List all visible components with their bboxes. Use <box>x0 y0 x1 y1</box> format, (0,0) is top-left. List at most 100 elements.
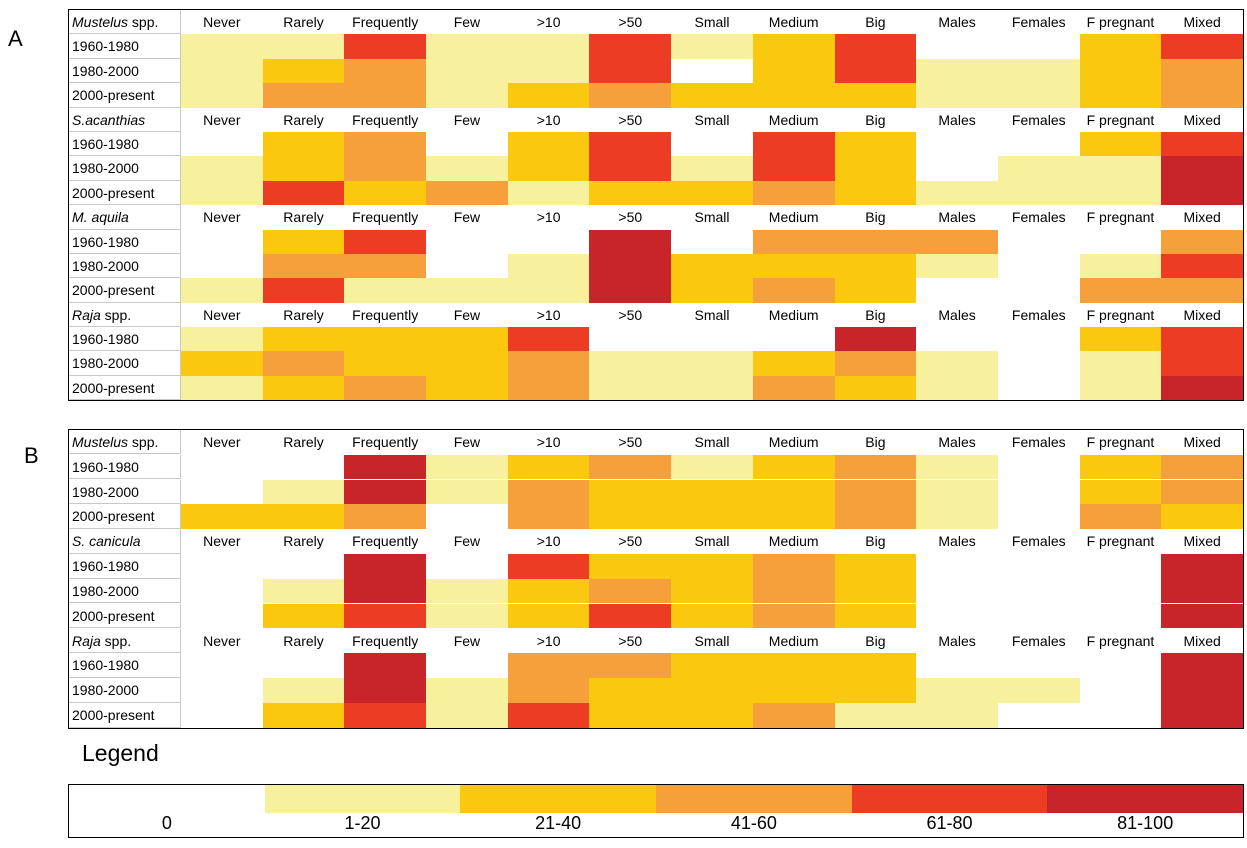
heatmap-cell <box>916 454 998 480</box>
heatmap-cell <box>507 375 590 401</box>
column-header: Few <box>453 632 481 649</box>
heatmap-cell <box>1161 156 1243 181</box>
column-header: Never <box>203 111 241 128</box>
heatmap-cell <box>997 83 1080 108</box>
column-header: Never <box>203 434 241 450</box>
heatmap-cell <box>752 58 835 84</box>
heatmap-cell <box>507 653 590 678</box>
heatmap-cell <box>344 678 427 703</box>
heatmap-cell <box>752 278 835 303</box>
heatmap-cell <box>1079 278 1162 303</box>
column-header: F pregnant <box>1086 632 1155 649</box>
heatmap-cell <box>834 278 917 303</box>
heatmap-cell <box>426 653 508 678</box>
heatmap-cell <box>752 229 835 254</box>
heatmap-cell <box>671 375 753 401</box>
legend-swatch <box>1047 785 1244 813</box>
heatmap-cell <box>426 678 508 703</box>
heatmap-cell <box>834 34 917 59</box>
heatmap-cell <box>752 131 835 157</box>
heatmap-cell <box>426 229 508 254</box>
heatmap-cell <box>344 278 427 303</box>
heatmap-cell <box>916 653 998 678</box>
heatmap-cell <box>1079 58 1162 84</box>
heatmap-cell <box>997 578 1080 604</box>
column-header: >10 <box>536 306 561 323</box>
heatmap-cell <box>426 253 508 279</box>
heatmap-cell <box>752 703 835 728</box>
column-header: F pregnant <box>1086 14 1155 30</box>
heatmap-cell <box>1079 703 1162 728</box>
column-header: Females <box>1011 111 1066 128</box>
column-header: >50 <box>618 14 643 30</box>
heatmap-cell <box>1161 578 1243 604</box>
heatmap-cell <box>997 603 1080 629</box>
heatmap-cell <box>344 253 427 279</box>
column-header: Mixed <box>1183 434 1221 450</box>
heatmap-cell <box>834 653 917 678</box>
heatmap-cell <box>426 554 508 579</box>
heatmap-cell <box>1079 351 1162 376</box>
column-header: Males <box>938 632 976 649</box>
column-header: >50 <box>618 306 643 323</box>
row-label-period: 1980-2000 <box>69 253 181 279</box>
column-header: >50 <box>618 632 643 649</box>
column-header: F pregnant <box>1086 533 1155 550</box>
heatmap-cell <box>671 454 753 480</box>
heatmap-cell <box>507 278 590 303</box>
heatmap-cell <box>589 351 672 376</box>
heatmap-cell <box>262 156 345 181</box>
heatmap-cell <box>262 131 345 157</box>
column-header: Males <box>938 14 976 30</box>
heatmap-cell <box>344 180 427 206</box>
legend-swatch <box>656 785 852 813</box>
heatmap-cell <box>671 327 753 352</box>
heatmap-cell <box>181 253 263 279</box>
heatmap-cell <box>916 603 998 629</box>
heatmap-cell <box>752 678 835 703</box>
heatmap-cell <box>1079 253 1162 279</box>
heatmap-cell <box>671 83 753 108</box>
heatmap-cell <box>834 58 917 84</box>
heatmap-cell <box>752 253 835 279</box>
heatmap-cell <box>671 703 753 728</box>
column-header: Frequently <box>352 306 419 323</box>
column-header: Medium <box>768 306 819 323</box>
heatmap-cell <box>589 454 672 480</box>
species-header: S.acanthias <box>69 107 181 132</box>
column-header: Females <box>1011 632 1066 649</box>
heatmap-cell <box>426 703 508 728</box>
legend-label: 81-100 <box>1117 813 1174 833</box>
column-header: Never <box>203 14 241 30</box>
column-header: >10 <box>536 209 561 226</box>
column-header: >10 <box>536 111 561 128</box>
heatmap-cell <box>262 83 345 108</box>
column-header: Mixed <box>1183 533 1221 550</box>
row-label-period: 1960-1980 <box>69 554 181 579</box>
legend-swatches <box>69 785 1244 813</box>
heatmap-cell <box>589 653 672 678</box>
heatmap-cell <box>262 375 345 401</box>
heatmap-cell <box>834 479 917 505</box>
heatmap-cell <box>344 327 427 352</box>
column-header: Frequently <box>352 111 419 128</box>
heatmap-cell <box>426 180 508 206</box>
column-header: >50 <box>618 533 643 550</box>
heatmap-cell <box>997 678 1080 703</box>
heatmap-cell <box>426 504 508 529</box>
column-header: Big <box>865 111 886 128</box>
heatmap-cell <box>181 504 263 529</box>
heatmap-cell <box>997 554 1080 579</box>
column-header: Rarely <box>283 434 324 450</box>
legend-label: 41-60 <box>730 813 777 833</box>
heatmap-cell <box>752 603 835 629</box>
heatmap-cell <box>507 554 590 579</box>
heatmap-cell <box>262 454 345 480</box>
heatmap-cell <box>834 351 917 376</box>
heatmap-cell <box>1161 678 1243 703</box>
heatmap-cell <box>752 479 835 505</box>
row-label-period: 2000-present <box>69 83 181 108</box>
heatmap-cell <box>834 703 917 728</box>
column-header: >10 <box>536 434 561 450</box>
column-header: Frequently <box>352 533 419 550</box>
